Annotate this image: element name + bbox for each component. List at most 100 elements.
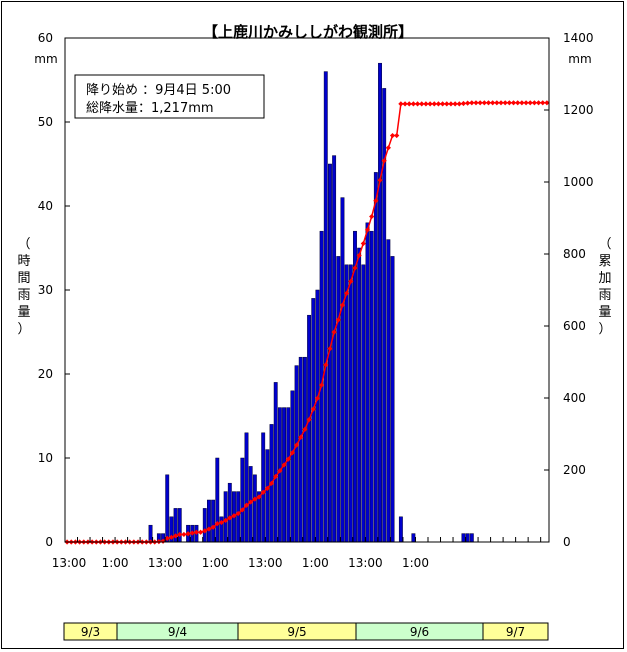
hourly-bar (223, 491, 228, 543)
cumulative-point (515, 100, 521, 106)
cumulative-point (314, 395, 321, 401)
hourly-bar (302, 356, 307, 543)
left-axis-unit: mm (34, 52, 57, 66)
cumulative-point (527, 100, 533, 106)
cumulative-point (494, 100, 500, 106)
cumulative-point (381, 158, 387, 164)
hourly-bar (369, 230, 374, 543)
cumulative-point (235, 510, 241, 517)
cumulative-point (239, 507, 245, 513)
hourly-bar (165, 474, 170, 543)
hourly-bar (315, 289, 320, 543)
hourly-bar (282, 407, 286, 543)
hourly-bar (298, 356, 303, 543)
hourly-bar (398, 516, 403, 543)
cumulative-point (339, 302, 346, 308)
cumulative-point (252, 496, 258, 502)
hourly-bar (207, 499, 211, 543)
cumulative-point (490, 100, 496, 106)
cumulative-point (389, 132, 396, 139)
cumulative-point (469, 100, 475, 106)
hourly-bar (357, 247, 362, 543)
cumulative-point (465, 100, 471, 106)
cumulative-point (198, 529, 204, 535)
cumulative-point (394, 132, 400, 139)
x-axis-tick-label: 1:00 (102, 556, 129, 570)
hourly-bar (311, 298, 316, 543)
hourly-bar (290, 390, 295, 543)
x-axis-tick-label: 1:00 (302, 556, 329, 570)
hourly-bar (240, 457, 245, 543)
cumulative-point (231, 513, 237, 519)
cumulative-point (335, 317, 341, 323)
date-band-label: 9/4 (168, 625, 187, 639)
axis-label-char: 雨 (598, 288, 611, 303)
cumulative-point (160, 538, 166, 544)
hourly-bar (277, 407, 282, 543)
hourly-bar (336, 256, 341, 543)
hourly-bar (211, 499, 216, 543)
cumulative-point (185, 531, 191, 537)
cumulative-point (172, 533, 179, 539)
cumulative-point (427, 101, 433, 107)
date-band-label: 9/3 (81, 625, 100, 639)
hourly-bar (286, 407, 291, 543)
right-axis-tick-label: 1000 (563, 175, 594, 189)
hourly-bar (252, 474, 257, 543)
cumulative-point (256, 494, 262, 500)
hourly-bar (215, 457, 220, 543)
hourly-bar (390, 256, 395, 543)
hourly-bar (469, 533, 474, 543)
x-axis-tick-label: 1:00 (202, 556, 229, 570)
cumulative-point (531, 100, 537, 106)
cumulative-point (502, 100, 508, 106)
left-axis-tick-label: 0 (45, 535, 53, 549)
hourly-bar (344, 264, 349, 543)
hourly-bar (332, 155, 337, 543)
cumulative-point (227, 515, 233, 521)
axis-label-char: 累 (598, 254, 611, 269)
cumulative-point (218, 519, 225, 526)
x-axis-tick-label: 13:00 (348, 556, 383, 570)
cumulative-point (181, 531, 187, 538)
right-axis-tick-label: 200 (563, 463, 586, 477)
hourly-bar (307, 314, 312, 543)
axis-label-char: 時 (17, 254, 30, 269)
hourly-bar (348, 264, 353, 543)
date-band-label: 9/5 (287, 625, 306, 639)
cumulative-point (310, 406, 316, 412)
axis-label-char: 間 (17, 271, 30, 286)
cumulative-point (168, 534, 174, 540)
cumulative-point (206, 526, 212, 532)
axis-label-char: ） (598, 322, 611, 337)
cumulative-point (260, 489, 266, 495)
cumulative-point (273, 473, 279, 480)
cumulative-point (352, 265, 358, 271)
cumulative-point (348, 278, 354, 284)
left-axis-tick-label: 10 (38, 451, 53, 465)
cumulative-point (519, 100, 525, 106)
hourly-bar (244, 432, 249, 543)
cumulative-point (423, 101, 429, 107)
cumulative-point (248, 499, 254, 505)
left-axis-tick-label: 50 (38, 115, 53, 129)
hourly-bar (461, 533, 466, 543)
cumulative-point (544, 100, 550, 106)
cumulative-point (435, 101, 442, 107)
x-axis-tick-label: 13:00 (148, 556, 183, 570)
cumulative-point (177, 531, 183, 538)
left-axis-tick-label: 60 (38, 31, 53, 45)
cumulative-point (406, 101, 412, 107)
right-axis-tick-label: 800 (563, 247, 586, 261)
cumulative-point (223, 517, 229, 523)
cumulative-point (440, 101, 446, 107)
cumulative-point (210, 524, 216, 530)
cumulative-point (377, 177, 383, 183)
cumulative-point (419, 101, 425, 107)
left-axis-tick-label: 20 (38, 367, 53, 381)
date-band-label: 9/7 (506, 625, 525, 639)
cumulative-point (364, 227, 371, 233)
